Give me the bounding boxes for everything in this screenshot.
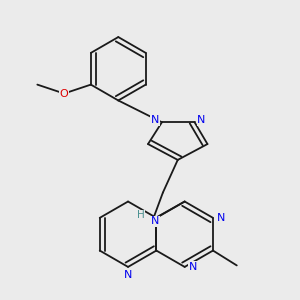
Text: O: O [60, 88, 68, 98]
Text: H: H [137, 210, 145, 220]
Text: N: N [151, 115, 159, 125]
Text: N: N [217, 213, 225, 223]
Text: N: N [188, 262, 197, 272]
Text: N: N [151, 216, 159, 226]
Text: N: N [197, 115, 206, 125]
Text: N: N [124, 270, 132, 280]
